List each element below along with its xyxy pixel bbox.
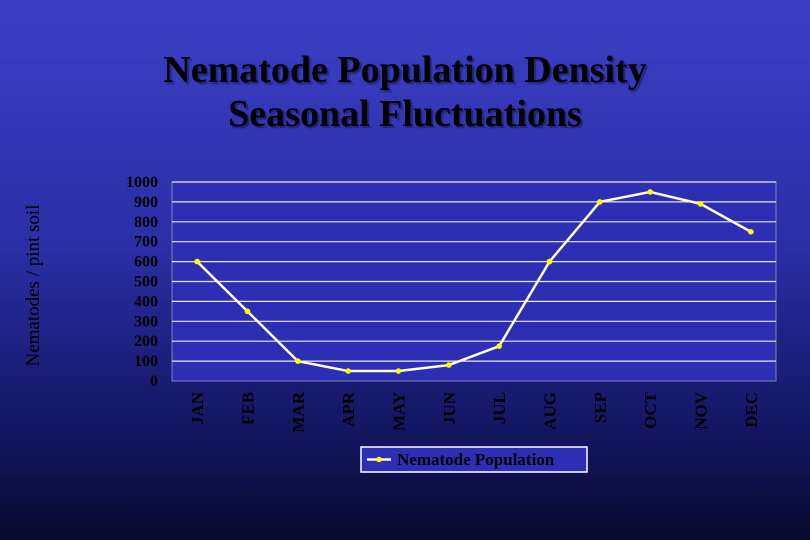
chart-title-line-2: Seasonal Fluctuations	[228, 93, 582, 135]
chart-title: Nematode Population Density Seasonal Flu…	[0, 48, 810, 136]
x-tick-label: APR	[339, 391, 358, 427]
data-point	[194, 258, 200, 265]
x-tick-label: DEC	[742, 392, 761, 428]
data-point	[345, 368, 351, 374]
data-point	[748, 228, 754, 235]
y-tick-label: 500	[134, 274, 158, 291]
y-tick-label: 400	[134, 293, 158, 310]
x-tick-label: FEB	[239, 392, 258, 425]
legend-box	[360, 446, 588, 473]
series-markers	[194, 189, 754, 374]
data-point	[697, 201, 704, 207]
data-point	[244, 308, 251, 315]
y-tick-label: 600	[134, 254, 158, 271]
series-line-nematode-population	[196, 190, 752, 373]
y-tick-label: 900	[134, 194, 158, 211]
x-tick-label: JUN	[440, 391, 459, 425]
y-tick-label: 1000	[126, 174, 158, 191]
data-point	[597, 199, 603, 205]
y-tick-label: 200	[134, 333, 158, 350]
x-tick-label: NOV	[692, 391, 711, 430]
x-tick-label: JAN	[188, 391, 207, 425]
y-tick-label: 300	[134, 313, 158, 330]
y-axis-ticks: 0 100 200 300 400 500 600 700 800 900 1000	[126, 174, 158, 390]
data-point	[546, 258, 553, 265]
x-tick-label: MAR	[289, 391, 308, 432]
data-point	[395, 368, 402, 374]
x-tick-label: OCT	[641, 391, 660, 429]
x-tick-label: JUL	[490, 392, 509, 424]
y-tick-label: 0	[150, 373, 158, 390]
legend-marker-swatch	[376, 456, 382, 463]
chart-title-line-1: Nematode Population Density	[163, 49, 647, 91]
y-tick-label: 700	[134, 234, 158, 251]
data-point	[647, 189, 653, 195]
x-axis-ticks: JAN FEB MAR APR MAY JUN JUL AUG SEP OCT NOV DEC	[188, 391, 761, 432]
legend-entry-nematode-population: Nematode Population	[397, 450, 555, 469]
x-tick-label: AUG	[541, 392, 560, 430]
x-tick-label: SEP	[591, 392, 610, 423]
y-tick-label: 800	[134, 214, 158, 231]
legend: Nematode Population	[360, 446, 588, 473]
gridlines	[172, 181, 776, 362]
data-point	[496, 343, 502, 349]
y-tick-label: 100	[134, 353, 158, 370]
data-point	[446, 362, 452, 368]
x-tick-label: MAY	[390, 392, 409, 431]
data-point	[295, 358, 301, 364]
